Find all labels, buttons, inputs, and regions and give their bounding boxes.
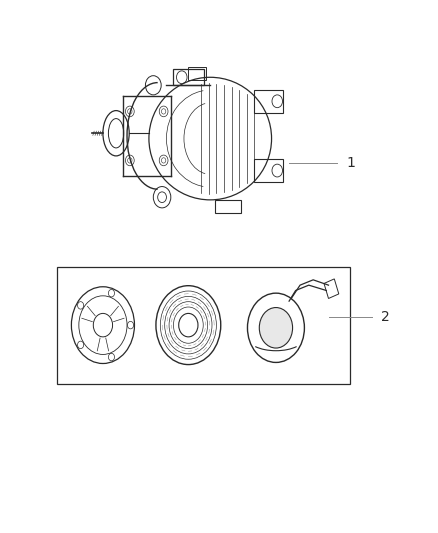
Bar <box>57 266 350 384</box>
Bar <box>188 67 206 80</box>
Bar <box>254 159 283 182</box>
Bar <box>254 90 283 113</box>
Text: 1: 1 <box>346 156 355 169</box>
Text: 2: 2 <box>381 310 390 324</box>
Bar <box>324 279 339 298</box>
Bar <box>173 69 204 85</box>
Circle shape <box>259 308 293 348</box>
